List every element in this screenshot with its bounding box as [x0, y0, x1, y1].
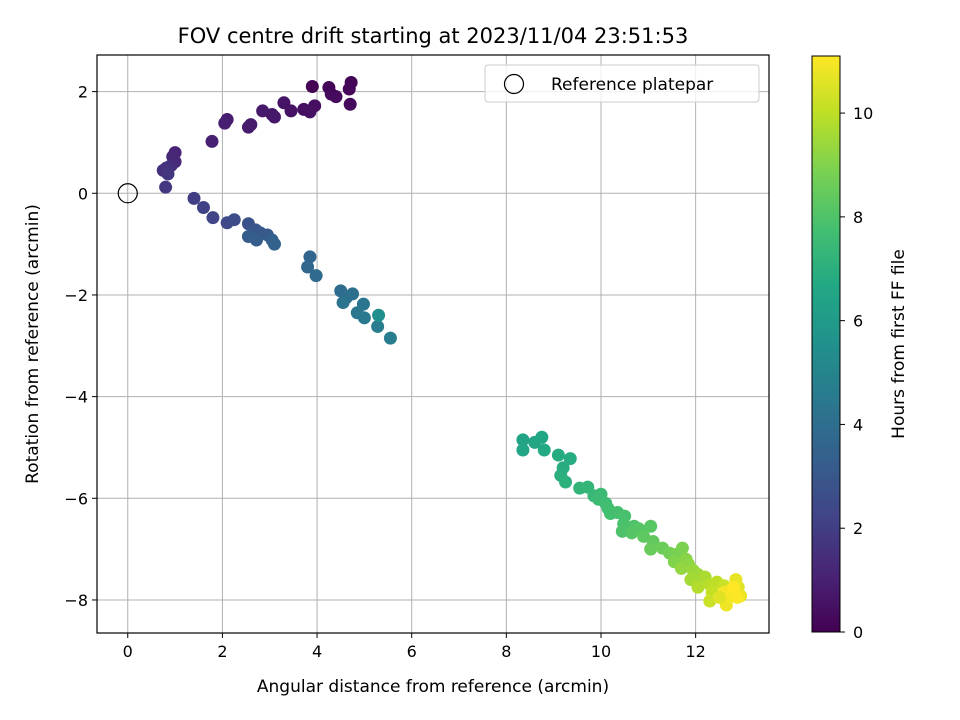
scatter-point — [303, 105, 317, 119]
scatter-point — [644, 542, 658, 556]
colorbar: 0 2 4 6 8 10 Hours from first FF file — [811, 55, 909, 642]
scatter-point — [267, 237, 281, 251]
scatter-point — [309, 269, 323, 283]
scatter-point — [196, 201, 210, 215]
x-tick-label: 6 — [407, 642, 417, 661]
scatter-point — [691, 580, 705, 594]
colorbar-tick-label: 10 — [853, 104, 873, 123]
plot-frame — [96, 54, 770, 634]
x-tick-label: 2 — [217, 642, 227, 661]
scatter-point — [551, 448, 565, 462]
scatter-point — [342, 82, 356, 96]
colorbar-gradient — [811, 55, 841, 633]
scatter-point — [336, 296, 350, 310]
scatter-point — [516, 433, 530, 447]
scatter-point — [675, 541, 689, 555]
colorbar-tick-label: 0 — [853, 623, 863, 642]
y-axis-label: Rotation from reference (arcmin) — [23, 204, 43, 484]
scatter-point — [241, 120, 255, 134]
scatter-point — [301, 260, 315, 274]
scatter-point — [644, 519, 658, 533]
scatter-point — [674, 561, 688, 575]
scatter-point — [357, 311, 371, 325]
scatter-point — [205, 134, 219, 148]
scatter-point — [249, 233, 263, 247]
x-axis-label: Angular distance from reference (arcmin) — [257, 677, 609, 697]
colorbar-ticks: 0 2 4 6 8 10 — [840, 104, 873, 642]
scatter-point — [227, 213, 241, 227]
y-axis: −8 −6 −4 −2 0 2 — [64, 83, 97, 610]
y-tick-label: −8 — [64, 591, 88, 610]
scatter-point — [159, 180, 173, 194]
colorbar-tick-label: 2 — [853, 519, 863, 538]
scatter-point — [343, 97, 357, 111]
scatter-point — [625, 526, 639, 540]
scatter-point — [303, 250, 317, 264]
scatter-point — [161, 167, 175, 181]
scatter-point — [535, 430, 549, 444]
colorbar-tick-label: 6 — [853, 312, 863, 331]
reference-platepar-marker — [117, 183, 138, 204]
scatter-point — [346, 287, 360, 301]
scatter-point — [727, 580, 741, 594]
x-axis: 0 2 4 6 8 10 12 — [123, 633, 706, 661]
scatter-point — [712, 590, 726, 604]
scatter-point — [516, 443, 530, 457]
scatter-point — [559, 475, 573, 489]
scatter-point — [371, 319, 385, 333]
legend-box — [484, 64, 760, 103]
colorbar-tick-label: 4 — [853, 415, 863, 434]
scatter-point — [372, 308, 386, 322]
y-tick-label: 2 — [78, 83, 88, 102]
points-layer — [117, 75, 748, 612]
legend: Reference platepar — [484, 64, 760, 103]
x-tick-label: 0 — [123, 642, 133, 661]
x-tick-label: 12 — [685, 642, 705, 661]
x-tick-label: 8 — [501, 642, 511, 661]
y-tick-label: −4 — [64, 388, 88, 407]
scatter-point — [277, 96, 291, 110]
y-tick-label: 0 — [78, 184, 88, 203]
scatter-point — [730, 590, 744, 604]
scatter-point — [267, 110, 281, 124]
scatter-point — [305, 80, 319, 94]
scatter-point — [206, 211, 220, 225]
scatter-point — [563, 452, 577, 466]
scatter-point — [329, 90, 343, 104]
y-tick-label: −2 — [64, 286, 88, 305]
scatter-point — [537, 443, 551, 457]
legend-reference-marker — [503, 73, 525, 95]
chart-title: FOV centre drift starting at 2023/11/04 … — [178, 24, 689, 48]
scatter-point — [256, 104, 270, 118]
y-tick-label: −6 — [64, 489, 88, 508]
colorbar-tick-label: 8 — [853, 208, 863, 227]
scatter-point — [383, 331, 397, 345]
x-tick-label: 4 — [312, 642, 322, 661]
scatter-point — [187, 191, 201, 205]
legend-reference-label: Reference platepar — [551, 75, 713, 95]
scatter-point — [218, 116, 232, 130]
x-tick-label: 10 — [591, 642, 611, 661]
colorbar-label: Hours from first FF file — [889, 249, 909, 439]
